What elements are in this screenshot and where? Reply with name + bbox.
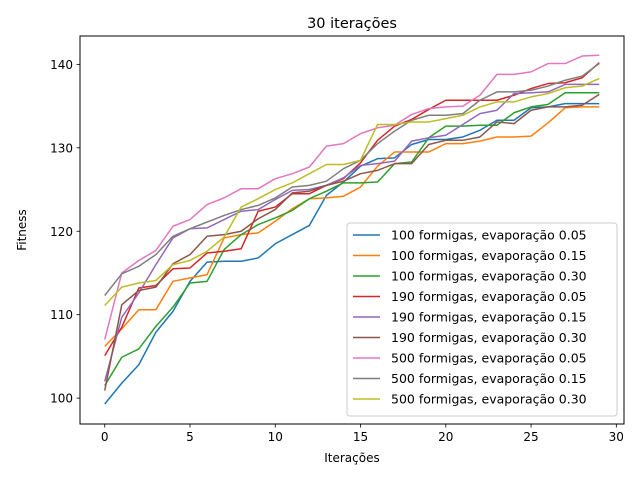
y-tick-label: 110 (50, 308, 73, 322)
series-line-8 (104, 62, 600, 296)
x-tick-label: 5 (186, 430, 194, 444)
y-tick-label: 140 (50, 58, 73, 72)
legend-box (346, 222, 618, 417)
legend: 100 formigas, evaporação 0.05 100 formiga… (346, 222, 618, 417)
legend-entry-5: 190 formigas, evaporação 0.15 (391, 310, 587, 325)
legend-entry-6: 190 formigas, evaporação 0.30 (391, 330, 587, 345)
x-tick-label: 20 (438, 430, 453, 444)
x-tick-label: 0 (101, 430, 109, 444)
chart-title: 30 iterações (307, 16, 397, 32)
x-axis-ticks: 0 5 10 15 20 25 30 (101, 424, 624, 444)
legend-entry-1: 100 formigas, evaporação 0.05 (391, 228, 587, 243)
legend-entry-8: 500 formigas, evaporação 0.15 (391, 371, 587, 386)
y-axis-label: Fitness (15, 209, 29, 251)
legend-entry-2: 100 formigas, evaporação 0.15 (391, 248, 587, 263)
x-tick-label: 15 (353, 430, 368, 444)
series-line-7 (104, 54, 600, 340)
legend-entry-9: 500 formigas, evaporação 0.30 (391, 392, 587, 407)
series-line-2 (104, 106, 600, 347)
plot-frame (79, 35, 625, 425)
y-tick-label: 120 (50, 225, 73, 239)
legend-entry-4: 190 formigas, evaporação 0.05 (391, 289, 587, 304)
y-axis-ticks: 100 110 120 130 140 (50, 58, 80, 406)
x-axis-label: Iterações (324, 451, 380, 465)
series-line-9 (104, 77, 600, 307)
y-tick-label: 100 (50, 392, 73, 406)
legend-entry-7: 500 formigas, evaporação 0.05 (391, 351, 587, 366)
x-tick-label: 25 (523, 430, 538, 444)
series-line-3 (104, 91, 600, 387)
legend-entry-3: 100 formigas, evaporação 0.30 (391, 269, 587, 284)
y-tick-label: 130 (50, 141, 73, 155)
x-tick-label: 30 (609, 430, 624, 444)
series-line-6 (103, 93, 600, 391)
x-tick-label: 10 (268, 430, 283, 444)
series-layer (103, 54, 600, 405)
